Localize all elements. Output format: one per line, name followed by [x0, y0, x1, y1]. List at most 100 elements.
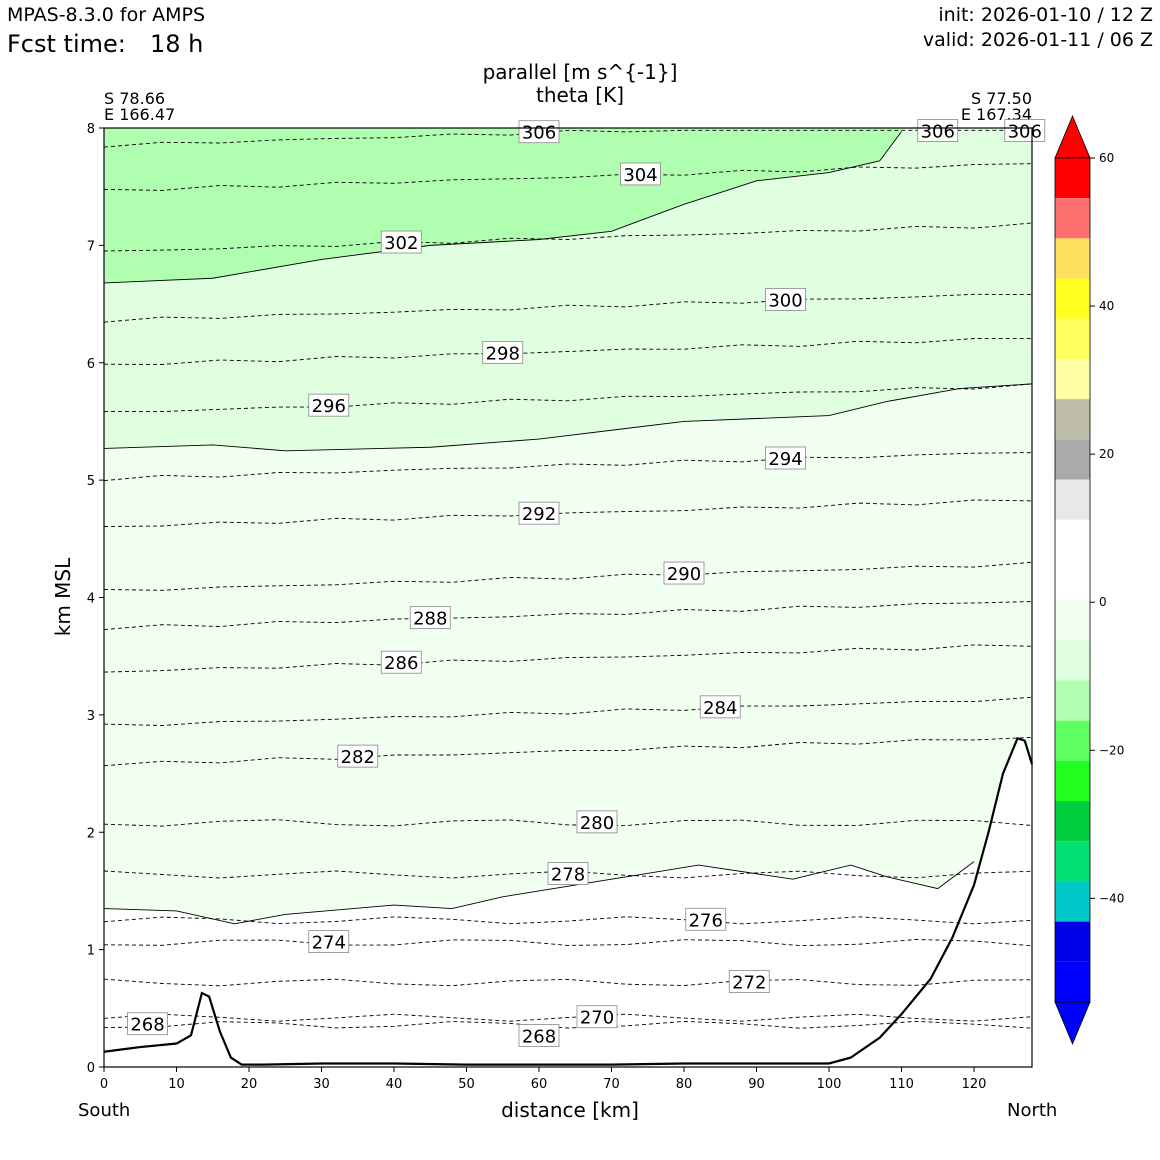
colorbar-tick-label: 60 [1099, 151, 1114, 165]
theta-label-text: 270 [580, 1008, 614, 1029]
y-tick-label: 2 [87, 826, 95, 841]
theta-label-text: 306 [522, 123, 556, 144]
theta-isentrope [103, 978, 1033, 987]
theta-label-text: 282 [341, 747, 375, 768]
theta-label-text: 274 [312, 933, 346, 954]
colorbar-segment [1055, 439, 1090, 480]
colorbar-segment [1055, 479, 1090, 520]
forecast-time-value: 18 h [150, 30, 204, 58]
theta-isentrope [103, 819, 1033, 827]
theta-isentrope [103, 939, 1033, 947]
x-tick-label: 20 [241, 1077, 258, 1092]
wind-region-boundary [103, 131, 902, 284]
theta-label-text: 296 [312, 396, 346, 417]
theta-label-text: 272 [732, 972, 766, 993]
x-tick-label: 100 [817, 1077, 842, 1092]
y-tick-label: 5 [87, 474, 95, 489]
wind-region-fill [104, 128, 902, 283]
x-tick-label: 30 [313, 1077, 330, 1092]
theta-isentrope [103, 452, 1033, 482]
theta-label: 290 [663, 561, 705, 585]
left-endpoint-lon: E 166.47 [104, 105, 176, 124]
theta-isentrope [103, 601, 1033, 631]
theta-label-text: 306 [1008, 122, 1042, 143]
theta-label: 300 [765, 288, 806, 312]
colorbar-segment [1055, 600, 1090, 641]
colorbar-segment [1055, 841, 1090, 882]
north-label: North [1007, 1100, 1058, 1121]
x-tick-label: 60 [531, 1077, 548, 1092]
left-endpoint-lat: S 78.66 [104, 89, 166, 108]
colorbar-segment [1055, 680, 1090, 721]
colorbar-segment [1055, 801, 1090, 842]
theta-label: 278 [547, 862, 589, 886]
theta-label: 282 [337, 744, 379, 768]
theta-label: 292 [518, 501, 560, 525]
theta-isentrope [103, 129, 1032, 148]
theta-isentrope [103, 338, 1033, 365]
colorbar-segment [1055, 921, 1090, 962]
x-tick-label: 10 [168, 1077, 185, 1092]
theta-label: 286 [380, 650, 422, 674]
theta-label-text: 288 [413, 609, 447, 630]
theta-isentrope [103, 222, 1033, 252]
y-tick-label: 8 [87, 122, 95, 137]
theta-label: 304 [620, 162, 661, 186]
chart-title: parallel [m s^{-1}] [482, 60, 678, 84]
wind-region-boundary [103, 383, 1033, 452]
theta-label-text: 302 [384, 233, 418, 254]
forecast-time-label: Fcst time: [7, 30, 126, 58]
theta-label: 302 [380, 230, 422, 254]
valid-time: valid: 2026-01-11 / 06 Z [922, 29, 1153, 51]
theta-label-text: 304 [623, 165, 657, 186]
colorbar-frame [1054, 157, 1091, 1003]
y-tick-label: 3 [87, 709, 95, 724]
theta-isentrope [103, 561, 1033, 591]
theta-label-text: 290 [667, 564, 701, 585]
theta-label: 284 [699, 695, 741, 719]
region-lower-white [104, 861, 1032, 1067]
theta-label-text: 286 [384, 653, 418, 674]
colorbar-segment [1055, 720, 1090, 761]
model-name: MPAS-8.3.0 for AMPS [7, 4, 206, 26]
theta-label-text: 280 [580, 813, 614, 834]
theta-label-text: 300 [768, 291, 802, 312]
theta-isentrope [103, 499, 1033, 527]
theta-label-text: 278 [551, 865, 585, 886]
theta-label: 268 [127, 1012, 168, 1036]
theta-isentrope [103, 736, 1033, 767]
theta-label: 276 [685, 907, 727, 931]
theta-label-text: 306 [921, 122, 955, 143]
theta-isentrope [103, 644, 1033, 673]
x-tick-label: 50 [458, 1077, 475, 1092]
right-endpoint-lat: S 77.50 [970, 89, 1032, 108]
theta-label-text: 294 [768, 449, 802, 470]
x-tick-label: 70 [603, 1077, 620, 1092]
colorbar-segment [1055, 318, 1090, 359]
y-tick-label: 7 [87, 239, 95, 254]
colorbar-tick-label: −40 [1099, 891, 1124, 905]
y-tick-label: 6 [87, 357, 95, 372]
terrain-fill [104, 738, 1032, 1067]
theta-label: 306 [518, 120, 560, 144]
theta-label: 280 [576, 810, 618, 834]
y-tick-label: 4 [87, 592, 95, 607]
theta-label-text: 276 [689, 910, 723, 931]
theta-label-text: 284 [703, 698, 737, 719]
theta-isentrope [103, 696, 1033, 726]
x-tick-label: 80 [676, 1077, 693, 1092]
theta-label: 306 [1004, 119, 1046, 143]
x-tick-label: 110 [889, 1077, 914, 1092]
theta-label-text: 268 [130, 1015, 164, 1036]
colorbar-segment [1055, 399, 1090, 440]
theta-label: 270 [576, 1005, 618, 1029]
colorbar-tick-label: −20 [1099, 743, 1124, 757]
south-label: South [78, 1100, 131, 1121]
colorbar-segment [1055, 358, 1090, 400]
x-axis-label: distance [km] [501, 1098, 639, 1122]
theta-isentrope [103, 163, 1033, 191]
theta-label: 288 [409, 606, 451, 630]
init-time: init: 2026-01-10 / 12 Z [938, 4, 1153, 26]
x-tick-label: 0 [100, 1077, 108, 1092]
theta-isentrope [104, 383, 1033, 413]
